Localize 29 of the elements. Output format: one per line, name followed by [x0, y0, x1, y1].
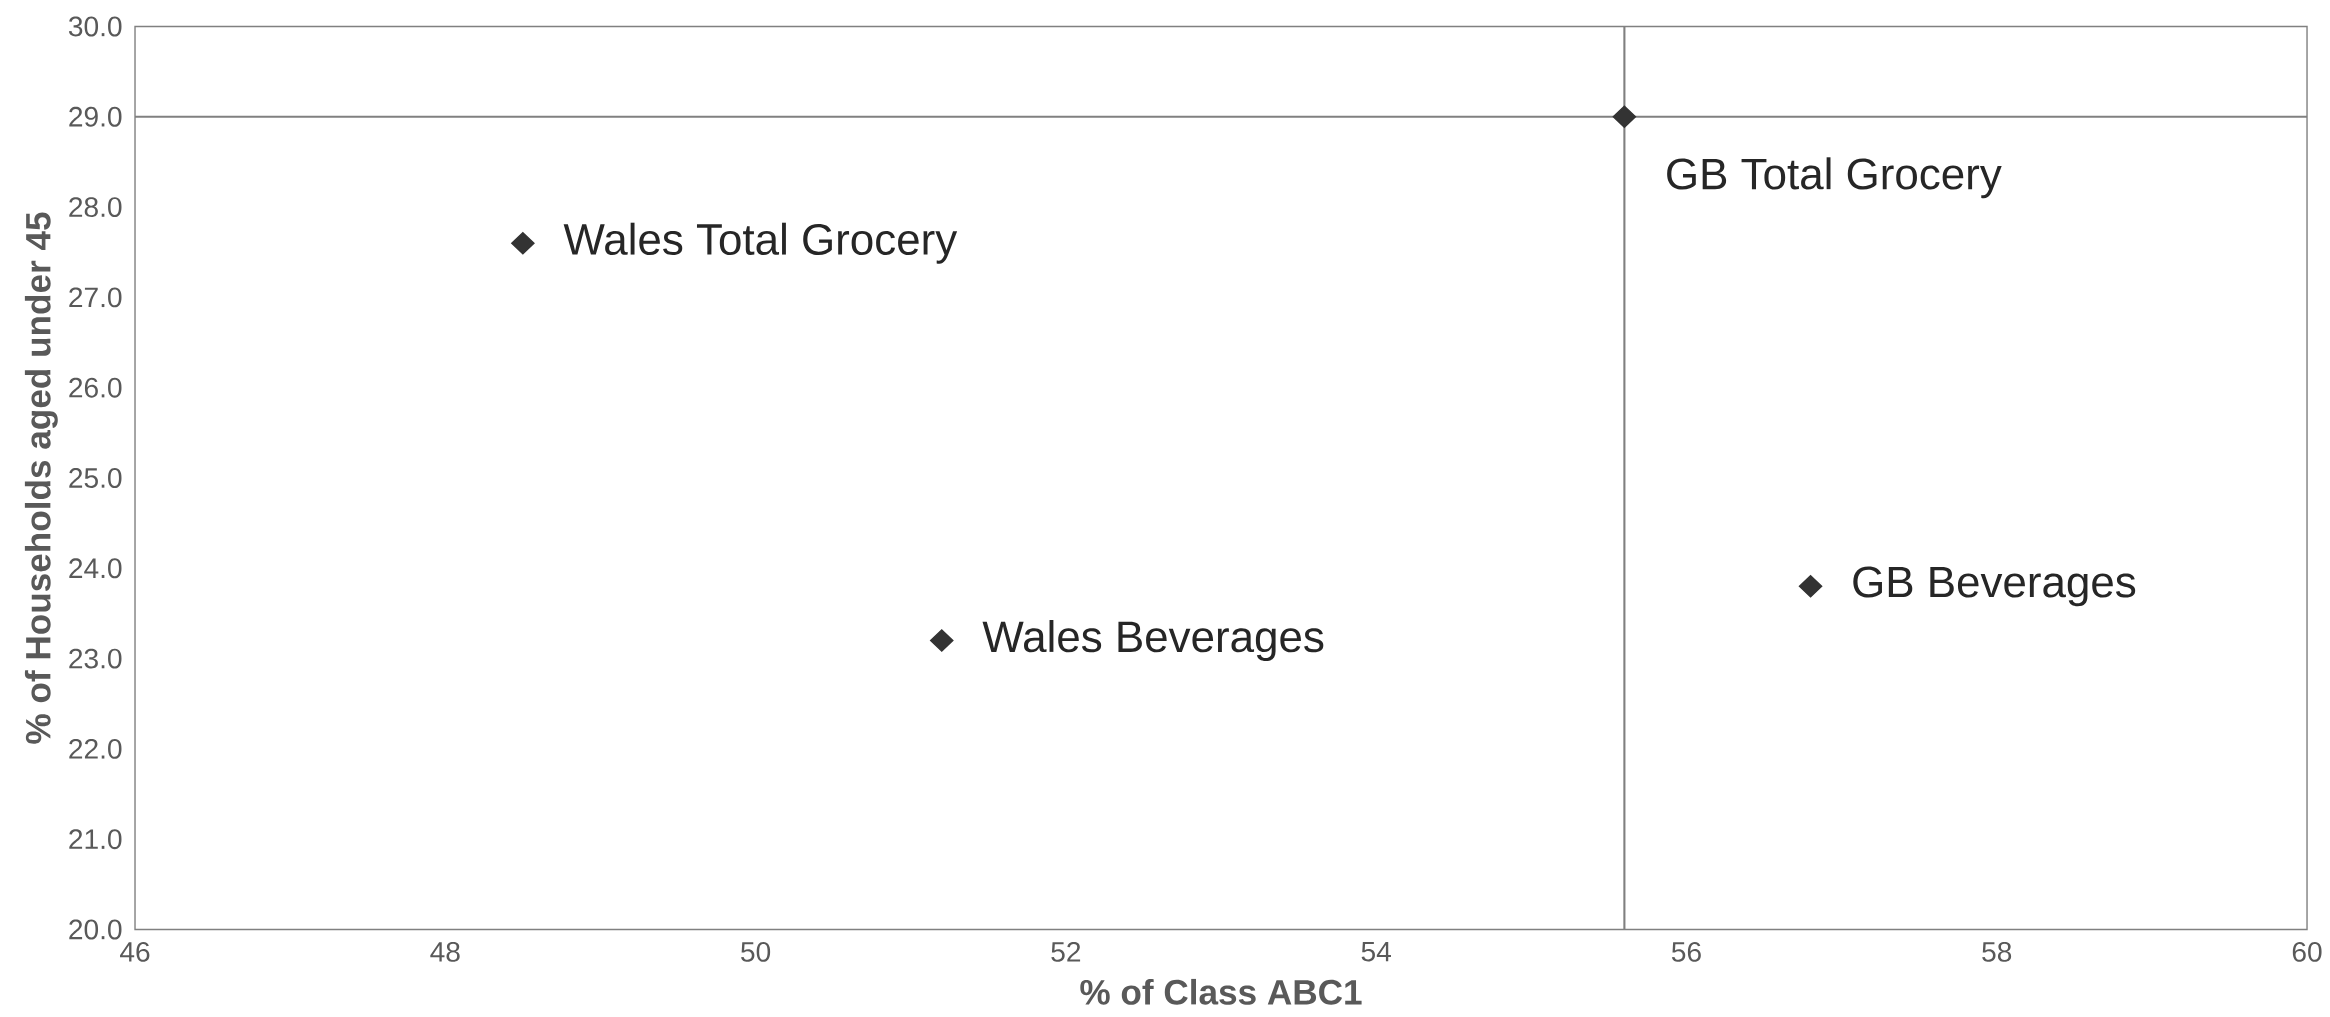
point [511, 231, 535, 255]
y-tick-label: 23.0 [69, 648, 122, 669]
point [1798, 575, 1823, 598]
point [1612, 105, 1637, 129]
annotation: GB Total Grocery [1667, 157, 2002, 199]
y-tick-label: 26.0 [69, 377, 122, 398]
y-tick-label: 30.0 [68, 16, 122, 37]
y-tick-label: 24.0 [69, 558, 122, 579]
x-tick-label: 50 [741, 941, 771, 962]
annotation: Wales Beverages [982, 620, 1324, 661]
y-tick-label: 28.0 [69, 197, 122, 218]
y-tick-label: 20.0 [69, 919, 122, 940]
y-tick-label: 27.0 [69, 287, 122, 308]
point [929, 629, 954, 652]
x-tick-label: 52 [1051, 941, 1081, 962]
x-tick-label: 48 [430, 941, 460, 962]
x-tick-label: 46 [120, 941, 150, 962]
x-tick-label: 56 [1671, 941, 1701, 962]
x-tick-label: 58 [1982, 941, 2012, 962]
y-tick-label: 25.0 [69, 468, 122, 488]
x-tick-label: 60 [2292, 941, 2322, 962]
y-tick-label: 21.0 [69, 829, 122, 850]
x-tick-label: 54 [1361, 941, 1391, 962]
annotation: GB Beverages [1853, 566, 2136, 607]
y-axis-title: % of Households aged under 45 [24, 212, 58, 744]
x-axis-title: % of Class ABC1 [1080, 978, 1362, 1005]
annotation: Wales Total Grocery [563, 222, 958, 264]
y-tick-label: 22.0 [69, 738, 122, 759]
y-tick-label: 29.0 [69, 106, 122, 127]
